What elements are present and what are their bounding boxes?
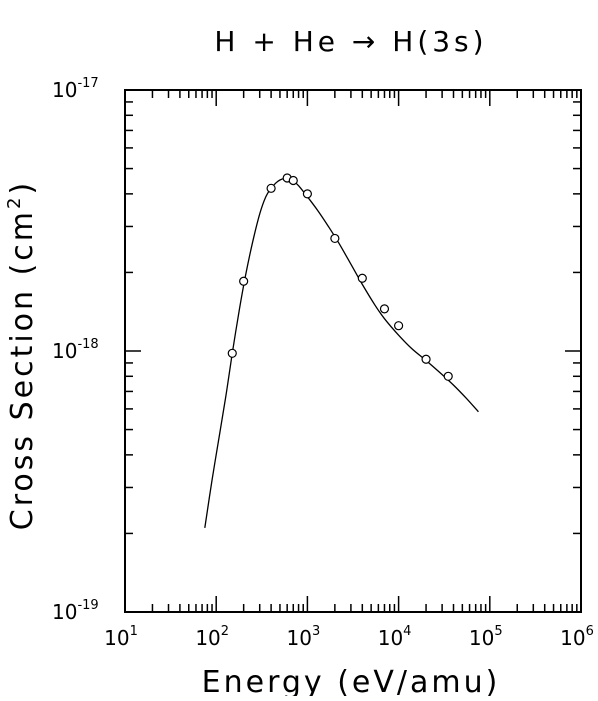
data-point-circle [379, 304, 390, 314]
x-tick-label: 104 [378, 624, 412, 650]
x-tick-label: 103 [287, 624, 321, 650]
data-point-circle [288, 175, 298, 186]
x-tick-label: 102 [195, 624, 229, 650]
y-tick-label-base: 10 [52, 339, 77, 363]
data-point-circle [357, 273, 367, 283]
x-tick-label-exp: 6 [586, 624, 594, 639]
x-tick-label: 106 [560, 624, 594, 650]
x-tick-label-base: 10 [560, 626, 585, 650]
y-axis-title-main: Cross Section (cm [5, 209, 40, 530]
y-tick-label: 10-19 [52, 598, 99, 624]
x-tick-label-base: 10 [287, 626, 312, 650]
data-point-circle [394, 321, 404, 331]
data-point-circle [266, 183, 276, 193]
x-tick-label-exp: 5 [494, 624, 502, 639]
x-tick-label-base: 10 [378, 626, 403, 650]
chart-title: H + He → H(3s) [214, 25, 487, 58]
x-tick-label-exp: 2 [221, 624, 229, 639]
x-tick-label-exp: 1 [130, 624, 138, 639]
x-tick-label-base: 10 [469, 626, 494, 650]
x-tick-labels: 101 102 103 104 105 106 [104, 624, 594, 650]
y-tick-label-exp: -17 [77, 76, 98, 91]
y-tick-label-base: 10 [52, 600, 77, 624]
y-axis-title-close: ) [5, 180, 40, 195]
x-tick-label: 101 [104, 624, 138, 650]
data-point-circle [330, 233, 340, 244]
data-point-circle [302, 189, 312, 199]
y-tick-label: 10-18 [52, 337, 99, 363]
y-tick-label-exp: -19 [77, 598, 98, 613]
fit-curve-line [204, 177, 479, 528]
y-tick-label: 10-17 [52, 76, 99, 102]
data-point-circle [421, 354, 431, 364]
data-point-circle [443, 371, 453, 381]
x-tick-label-base: 10 [195, 626, 220, 650]
x-tick-label-exp: 3 [312, 624, 320, 639]
x-tick-label-exp: 4 [403, 624, 411, 639]
x-tick-label-base: 10 [104, 626, 129, 650]
tick-marks [124, 90, 581, 613]
x-tick-label: 105 [469, 624, 503, 650]
y-axis-title: Cross Section (cm2) [4, 180, 40, 530]
data-point-circle [239, 276, 249, 286]
y-axis-title-sup: 2 [4, 195, 25, 209]
y-tick-label-exp: -18 [77, 337, 98, 352]
y-tick-label-base: 10 [52, 78, 77, 102]
data-point-circle [227, 348, 237, 358]
series-layer [204, 173, 479, 528]
plot-frame [124, 89, 582, 613]
x-axis-title: Energy (eV/amu) [202, 665, 501, 696]
